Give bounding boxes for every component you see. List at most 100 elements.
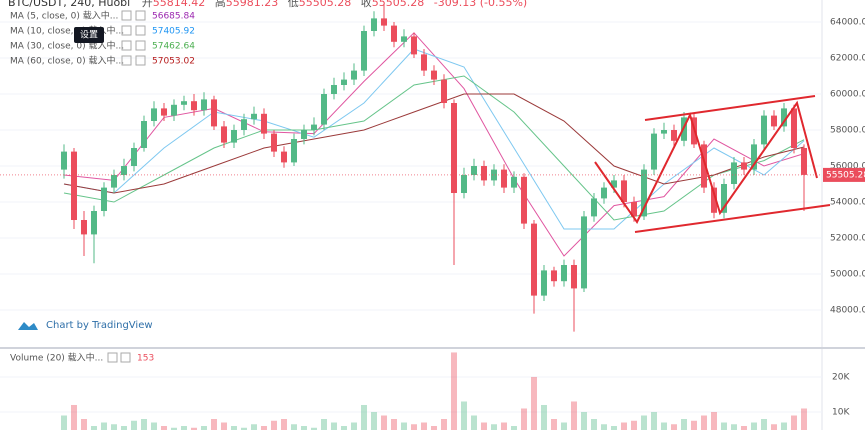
candle-body — [651, 133, 657, 170]
logo — [18, 322, 38, 330]
volume-bar — [481, 422, 487, 430]
last-price-label: 55505.28 — [826, 170, 865, 180]
candle-body — [141, 121, 147, 149]
volume-bar — [451, 352, 457, 430]
y-tick-label: 64000.00 — [830, 17, 865, 27]
volume-bar — [781, 422, 787, 430]
volume-bar — [691, 420, 697, 430]
legend: MA (5, close, 0) 载入中... 56685.84 MA (10, c… — [10, 10, 195, 364]
ohlc-value: 55505.28 — [299, 0, 352, 9]
trend-line — [634, 204, 831, 233]
tooltip — [74, 27, 104, 43]
volume-bar — [531, 376, 537, 430]
volume-bar — [461, 401, 467, 430]
volume-bar — [341, 426, 347, 430]
volume-bar — [741, 426, 747, 430]
y-tick-label: 48000.00 — [830, 306, 865, 316]
volume-bar — [721, 422, 727, 430]
volume-bar — [311, 427, 317, 430]
y-tick-label: 10K — [832, 407, 850, 417]
candle-body — [121, 166, 127, 176]
volume-bar — [211, 419, 217, 430]
volume-bar — [521, 408, 527, 430]
candle-body — [441, 79, 447, 103]
candle-body — [81, 220, 87, 235]
volume-bar — [591, 419, 597, 430]
candle-body — [481, 166, 487, 181]
volume-pane — [61, 352, 807, 430]
candle-body — [201, 99, 207, 111]
legend-icon — [120, 352, 131, 363]
candle-body — [291, 139, 297, 163]
volume-bar — [421, 422, 427, 430]
volume-bar — [561, 422, 567, 430]
candle-body — [461, 175, 467, 194]
candle-body — [721, 184, 727, 213]
ma-line — [63, 48, 805, 230]
ohlc-value: 55981.23 — [226, 0, 279, 9]
candle-body — [311, 124, 317, 131]
volume-bar — [601, 424, 607, 430]
legend-icon — [121, 25, 132, 36]
legend-icon — [121, 10, 132, 21]
legend-value: 57053.02 — [152, 57, 195, 67]
candle-body — [421, 54, 427, 71]
candles — [61, 3, 807, 332]
candle-body — [301, 130, 307, 140]
candle-body — [91, 211, 97, 235]
volume-bar — [401, 422, 407, 430]
volume-bar — [261, 426, 267, 430]
volume-bar — [711, 411, 717, 430]
candle-body — [341, 79, 347, 85]
candle-body — [61, 151, 67, 170]
volume-bar — [661, 422, 667, 430]
volume-bar — [571, 401, 577, 430]
candle-body — [761, 115, 767, 145]
candle-body — [231, 130, 237, 143]
volume-bar — [371, 411, 377, 430]
candle-body — [791, 108, 797, 149]
volume-bar — [101, 422, 107, 430]
volume-bar — [191, 427, 197, 430]
volume-bar — [171, 427, 177, 430]
candle-body — [611, 180, 617, 188]
volume-bar — [441, 419, 447, 430]
volume-bar — [651, 411, 657, 430]
candle-body — [261, 113, 267, 134]
candle-body — [451, 102, 457, 194]
legend-label: MA (30, close, 0) 载入中... — [10, 40, 124, 52]
legend-icon — [121, 40, 132, 51]
candle-body — [171, 104, 177, 116]
ma-line — [63, 75, 805, 221]
candle-body — [321, 93, 327, 125]
watermark[interactable]: Chart by TradingView — [18, 320, 153, 331]
volume-bar — [111, 424, 117, 430]
candle-body — [131, 148, 137, 167]
candle-body — [431, 70, 437, 80]
candle-body — [151, 108, 157, 122]
volume-bar — [621, 422, 627, 430]
ohlc-value: 55505.28 — [372, 0, 425, 9]
candle-body — [741, 162, 747, 170]
volume-bar — [511, 426, 517, 430]
ohlc-value: 55814.42 — [153, 0, 206, 9]
ma-line — [63, 32, 805, 257]
volume-bar — [431, 426, 437, 430]
candle-body — [541, 270, 547, 296]
volume-bar — [181, 426, 187, 430]
candle-body — [111, 175, 117, 188]
volume-bar — [581, 411, 587, 430]
volume-bar — [91, 426, 97, 430]
candle-body — [641, 169, 647, 217]
candle-body — [271, 133, 277, 152]
candle-body — [491, 169, 497, 181]
y-tick-label: 60000.00 — [830, 89, 865, 99]
candle-body — [181, 101, 187, 105]
volume-bar — [121, 426, 127, 430]
candle-body — [331, 84, 337, 94]
candle-body — [71, 151, 77, 221]
candle-body — [581, 216, 587, 289]
legend-icon — [135, 10, 146, 21]
